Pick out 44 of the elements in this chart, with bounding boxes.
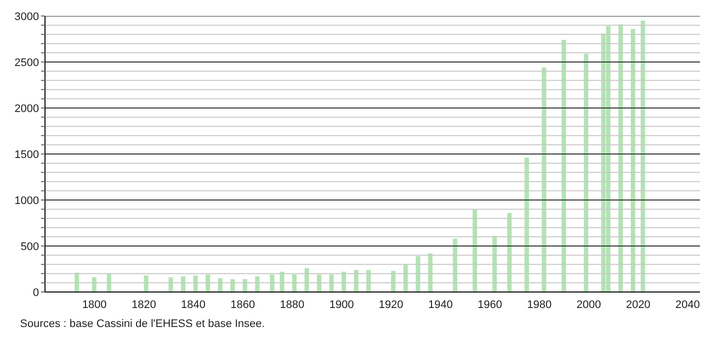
x-tick-label: 1800 <box>82 298 107 311</box>
bar <box>584 54 588 292</box>
x-tick-label: 1860 <box>230 298 255 311</box>
bar <box>524 158 529 292</box>
bar <box>144 275 148 292</box>
x-tick-label: 2000 <box>576 298 602 311</box>
x-tick-label: 2020 <box>626 298 650 311</box>
bar <box>452 238 458 292</box>
bar <box>403 264 408 292</box>
bar <box>329 274 334 292</box>
y-tick-label: 2500 <box>14 56 39 69</box>
bar <box>270 274 274 292</box>
bar <box>180 276 186 292</box>
x-tick-label: 1840 <box>181 298 206 311</box>
source-note: Sources : base Cassini de l'EHESS et base Insee. <box>20 318 266 330</box>
bar <box>542 68 546 292</box>
y-tick-label: 2000 <box>14 102 39 115</box>
x-tick-label: 2040 <box>675 298 700 311</box>
bar <box>206 274 210 292</box>
x-tick-label: 1940 <box>428 298 453 311</box>
bar <box>316 274 322 292</box>
bar <box>618 24 623 292</box>
y-tick-label: 0 <box>32 286 39 299</box>
x-tick-label: 1980 <box>527 298 552 311</box>
y-tick-label: 3000 <box>14 10 39 23</box>
bar <box>304 268 309 292</box>
bar <box>218 278 222 292</box>
x-tick-label: 1880 <box>280 298 304 311</box>
bar <box>242 279 248 292</box>
bar <box>472 209 478 292</box>
y-tick-label: 1000 <box>14 194 39 207</box>
y-tick-label: 1500 <box>14 148 39 161</box>
y-tick-label: 500 <box>20 240 39 253</box>
bar <box>507 212 512 292</box>
bar <box>562 40 566 292</box>
bar <box>640 20 646 292</box>
bar <box>255 276 260 292</box>
bar <box>230 279 235 292</box>
bar <box>292 274 297 292</box>
bar <box>193 275 198 292</box>
x-tick-label: 1960 <box>478 298 502 311</box>
x-tick-label: 1820 <box>132 298 156 311</box>
x-tick-label: 1900 <box>329 298 354 311</box>
x-tick-label: 1920 <box>378 298 404 311</box>
